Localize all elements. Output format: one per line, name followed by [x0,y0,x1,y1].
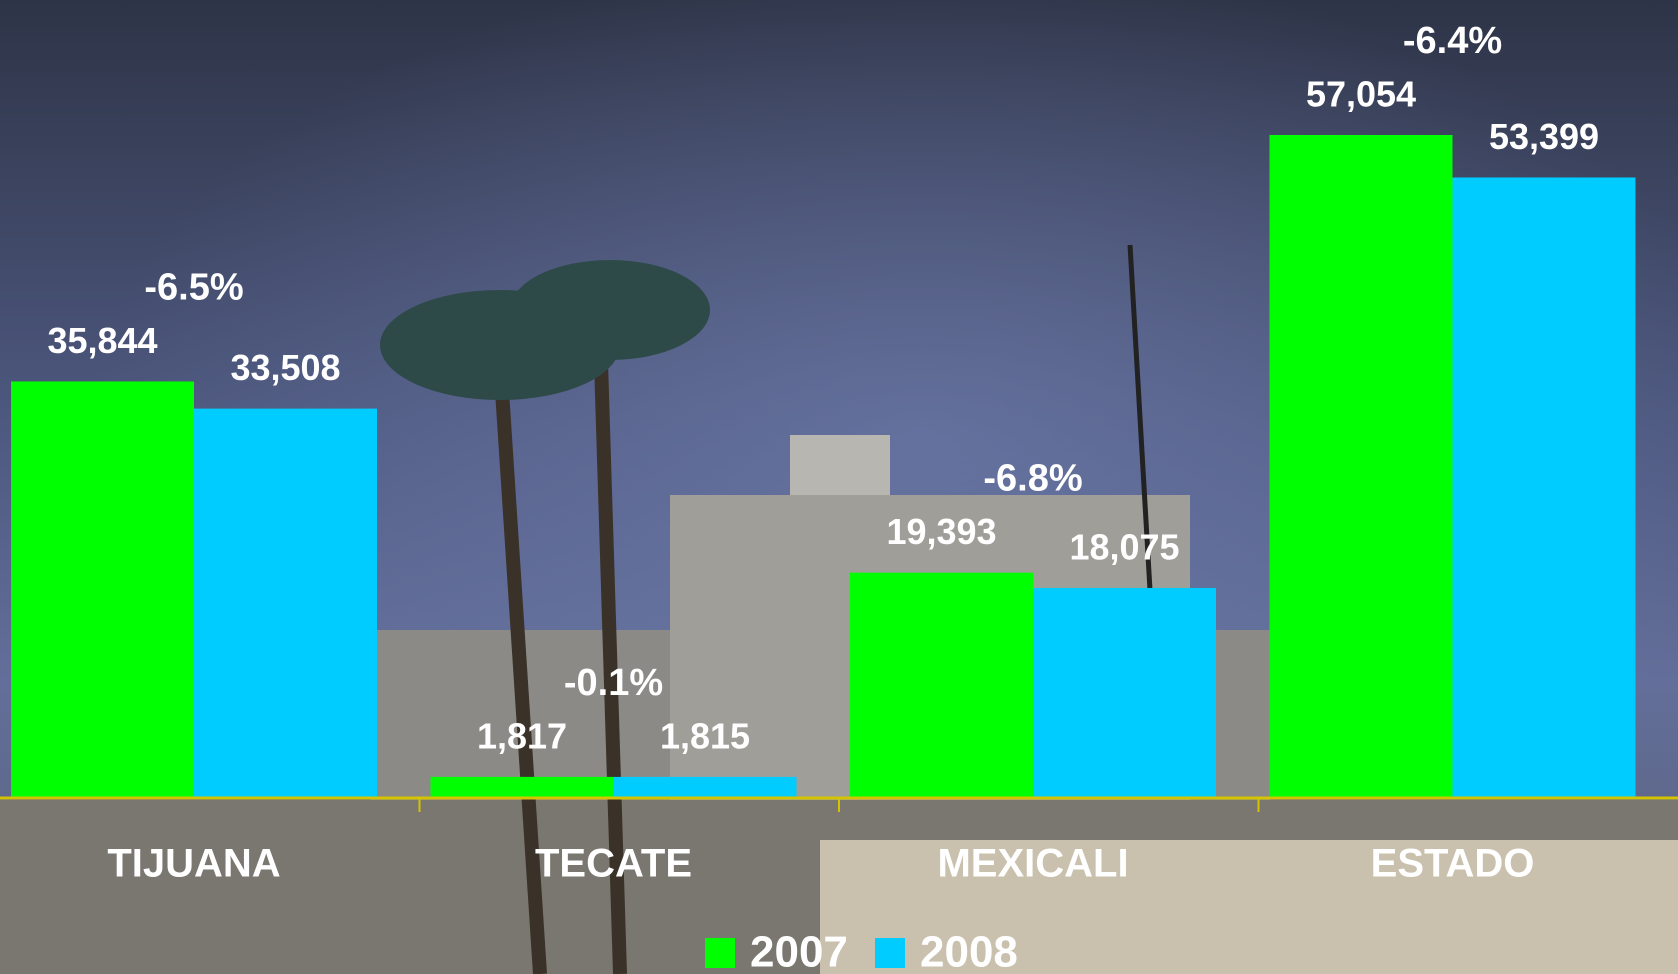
annotation: -6.5% [144,267,243,309]
legend-label: 2007 [750,928,848,974]
building [790,435,890,495]
palm-leaves [510,260,710,360]
bar [614,777,797,798]
value-label: 1,817 [477,715,567,756]
x-tick-label: TECATE [535,842,692,886]
x-tick-label: TIJUANA [107,842,280,886]
legend-swatch [875,938,905,968]
legend-label: 2008 [920,928,1018,974]
value-label: 33,508 [230,347,340,388]
chart: 35,844 33,508 -6.5% TIJUANA 1,817 1,815 -0.1% T… [0,0,1678,974]
value-label: 35,844 [47,320,157,361]
bar [194,409,377,798]
annotation: -0.1% [564,662,663,704]
value-label: 53,399 [1489,116,1599,157]
annotation: -6.8% [983,458,1082,500]
bar [850,573,1033,798]
bar [431,777,614,798]
value-label: 18,075 [1069,526,1179,567]
bar [1453,177,1636,798]
x-tick-label: MEXICALI [937,842,1128,886]
legend-swatch [705,938,735,968]
value-label: 1,815 [660,715,750,756]
annotation: -6.4% [1403,20,1502,62]
x-tick-label: ESTADO [1371,842,1535,886]
bar [1033,588,1216,798]
value-label: 19,393 [886,511,996,552]
bar [11,381,194,798]
value-label: 57,054 [1306,74,1416,115]
bar [1270,135,1453,798]
